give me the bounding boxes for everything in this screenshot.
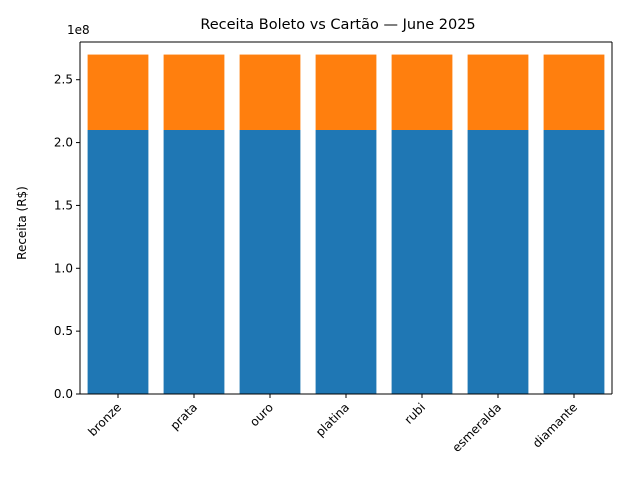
bar-esmeralda-series-2 bbox=[467, 54, 529, 130]
x-tick-label-ouro: ouro bbox=[247, 400, 276, 429]
bar-ouro-series-2 bbox=[239, 54, 301, 130]
y-tick-label: 1.5 bbox=[54, 198, 73, 212]
bar-platina-series-2 bbox=[315, 54, 377, 130]
bar-esmeralda-series-1 bbox=[467, 130, 529, 394]
bar-platina-series-1 bbox=[315, 130, 377, 394]
bar-rubi-series-1 bbox=[391, 130, 453, 394]
x-tick-label-prata: prata bbox=[168, 400, 201, 433]
bar-prata-series-2 bbox=[163, 54, 225, 130]
y-axis-scale-label: 1e8 bbox=[67, 23, 90, 37]
x-tick-label-platina: platina bbox=[313, 400, 352, 439]
y-tick-label: 1.0 bbox=[54, 261, 73, 275]
y-tick-label: 0.0 bbox=[54, 387, 73, 401]
y-tick-label: 0.5 bbox=[54, 324, 73, 338]
y-axis-label: Receita (R$) bbox=[15, 186, 29, 260]
x-tick-label-diamante: diamante bbox=[530, 400, 580, 450]
bar-diamante-series-2 bbox=[543, 54, 605, 130]
bars-layer bbox=[87, 54, 605, 394]
bar-rubi-series-2 bbox=[391, 54, 453, 130]
bar-ouro-series-1 bbox=[239, 130, 301, 394]
x-tick-label-rubi: rubi bbox=[402, 400, 429, 427]
y-tick-label: 2.5 bbox=[54, 73, 73, 87]
y-tick-label: 2.0 bbox=[54, 136, 73, 150]
bar-bronze-series-2 bbox=[87, 54, 149, 130]
x-tick-label-esmeralda: esmeralda bbox=[449, 400, 504, 455]
x-tick-label-bronze: bronze bbox=[85, 400, 124, 439]
bar-diamante-series-1 bbox=[543, 130, 605, 394]
bar-bronze-series-1 bbox=[87, 130, 149, 394]
chart-title: Receita Boleto vs Cartão — June 2025 bbox=[200, 17, 475, 33]
axes-layer bbox=[79, 41, 613, 395]
bar-prata-series-1 bbox=[163, 130, 225, 394]
